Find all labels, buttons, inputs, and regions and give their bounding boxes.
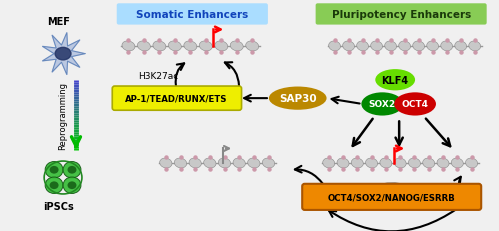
Ellipse shape <box>451 158 463 168</box>
Ellipse shape <box>455 42 467 52</box>
Ellipse shape <box>351 158 363 168</box>
Ellipse shape <box>375 70 415 91</box>
Ellipse shape <box>174 158 187 168</box>
Text: KLF4: KLF4 <box>382 76 409 85</box>
Text: Pluripotency Enhancers: Pluripotency Enhancers <box>331 10 471 20</box>
Text: iPSCs: iPSCs <box>43 201 73 211</box>
Polygon shape <box>42 33 85 75</box>
FancyBboxPatch shape <box>117 4 268 25</box>
Ellipse shape <box>423 158 435 168</box>
Ellipse shape <box>394 158 406 168</box>
FancyBboxPatch shape <box>302 184 481 210</box>
Ellipse shape <box>394 93 436 116</box>
Ellipse shape <box>49 182 58 189</box>
Ellipse shape <box>323 158 335 168</box>
Text: OCT4/SOX2/NANOG/ESRRB: OCT4/SOX2/NANOG/ESRRB <box>327 192 455 201</box>
Ellipse shape <box>343 42 354 52</box>
Ellipse shape <box>160 158 172 168</box>
Ellipse shape <box>45 162 63 178</box>
Ellipse shape <box>380 158 392 168</box>
Ellipse shape <box>45 177 63 194</box>
Ellipse shape <box>215 42 228 52</box>
Ellipse shape <box>413 42 425 52</box>
Ellipse shape <box>184 42 197 52</box>
Ellipse shape <box>67 182 76 189</box>
Text: MEF: MEF <box>46 16 69 26</box>
Ellipse shape <box>168 42 181 52</box>
Ellipse shape <box>469 42 481 52</box>
Text: Somatic Enhancers: Somatic Enhancers <box>136 10 249 20</box>
Ellipse shape <box>437 158 449 168</box>
Text: SOX2: SOX2 <box>369 100 396 109</box>
Ellipse shape <box>55 48 71 61</box>
Ellipse shape <box>230 42 243 52</box>
Ellipse shape <box>371 42 383 52</box>
Ellipse shape <box>466 158 478 168</box>
Ellipse shape <box>409 158 421 168</box>
Text: Reprogramming: Reprogramming <box>58 81 67 149</box>
Text: H3K27ac: H3K27ac <box>138 72 178 81</box>
Ellipse shape <box>337 158 349 168</box>
Ellipse shape <box>269 87 326 110</box>
Ellipse shape <box>49 166 58 174</box>
Ellipse shape <box>189 158 201 168</box>
Ellipse shape <box>153 42 166 52</box>
Ellipse shape <box>366 158 378 168</box>
Text: SAP30: SAP30 <box>279 94 316 104</box>
Ellipse shape <box>63 162 81 178</box>
Ellipse shape <box>399 42 411 52</box>
Ellipse shape <box>248 158 260 168</box>
Ellipse shape <box>385 42 397 52</box>
Ellipse shape <box>361 93 403 116</box>
Ellipse shape <box>122 42 135 52</box>
Ellipse shape <box>329 42 340 52</box>
Ellipse shape <box>246 42 258 52</box>
Ellipse shape <box>137 42 150 52</box>
Ellipse shape <box>357 42 368 52</box>
Ellipse shape <box>199 42 212 52</box>
Ellipse shape <box>427 42 439 52</box>
Ellipse shape <box>63 177 81 194</box>
Ellipse shape <box>204 158 216 168</box>
FancyBboxPatch shape <box>316 4 487 25</box>
Text: OCT4: OCT4 <box>402 100 429 109</box>
Ellipse shape <box>441 42 453 52</box>
Ellipse shape <box>219 158 231 168</box>
FancyBboxPatch shape <box>112 87 242 111</box>
Ellipse shape <box>262 158 274 168</box>
Text: AP-1/TEAD/RUNX/ETS: AP-1/TEAD/RUNX/ETS <box>125 94 228 103</box>
Ellipse shape <box>67 166 76 174</box>
Ellipse shape <box>233 158 246 168</box>
